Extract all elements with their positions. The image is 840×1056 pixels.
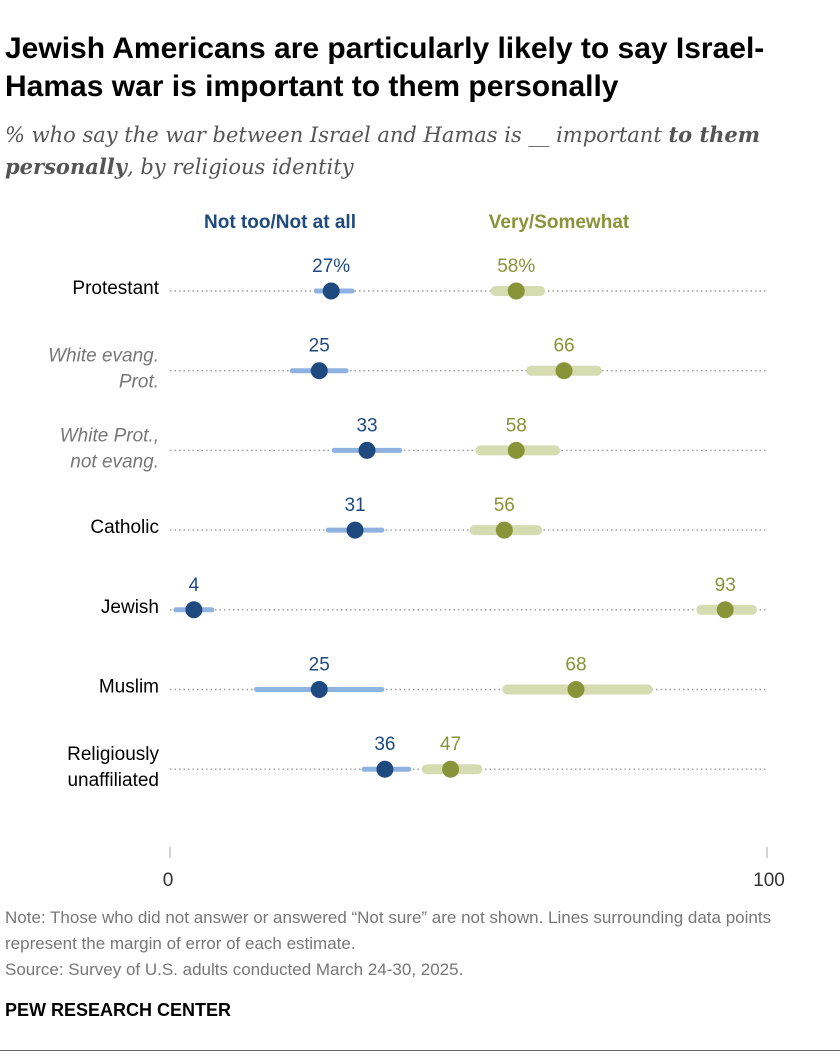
row-label: White Prot., <box>60 425 159 446</box>
not-important-dot <box>310 681 328 698</box>
important-value-label: 56 <box>494 495 515 516</box>
chart-note: Note: Those who did not answer or answer… <box>5 908 772 953</box>
important-value-label: 47 <box>440 734 461 755</box>
row-label: unaffiliated <box>67 770 159 791</box>
row-label: Jewish <box>101 597 159 618</box>
legend-not-important: Not too/Not at all <box>204 212 356 233</box>
important-dot <box>507 282 525 300</box>
important-dot <box>507 441 525 459</box>
not-important-dot <box>376 760 394 778</box>
chart-source: Source: Survey of U.S. adults conducted … <box>5 960 464 979</box>
important-value-label: 68 <box>565 655 586 676</box>
legend-important: Very/Somewhat <box>489 212 630 233</box>
brand-logo-text: PEW RESEARCH CENTER <box>5 1000 232 1020</box>
chart-subtitle: % who say the war between Israel and Ham… <box>5 119 815 183</box>
x-axis-tick-label: 100 <box>753 870 785 891</box>
not-important-value-label: 36 <box>374 734 395 755</box>
not-important-dot <box>322 282 340 300</box>
subtitle-text-end: , by religious identity <box>126 155 354 179</box>
not-important-value-label: 27% <box>312 256 350 277</box>
not-important-value-label: 25 <box>309 655 330 676</box>
important-dot <box>716 601 734 619</box>
bottom-divider <box>0 1050 840 1051</box>
important-dot <box>567 681 585 698</box>
row-label: Prot. <box>119 372 159 393</box>
subtitle-emphasis: to them personally <box>5 122 761 179</box>
not-important-value-label: 33 <box>356 415 377 436</box>
important-value-label: 93 <box>715 575 736 596</box>
row-label: White evang. <box>48 346 159 367</box>
important-value-label: 58 <box>506 415 527 436</box>
not-important-value-label: 4 <box>189 575 200 596</box>
not-important-dot <box>310 362 328 380</box>
not-important-value-label: 25 <box>309 336 330 357</box>
row-label: Muslim <box>99 677 159 698</box>
row-label: Protestant <box>72 278 159 299</box>
important-value-label: 58% <box>497 256 535 277</box>
row-label: not evang. <box>70 451 159 472</box>
row-label: Catholic <box>90 517 159 538</box>
row-label: Religiously <box>67 744 159 765</box>
not-important-dot <box>346 521 364 539</box>
chart-title: Jewish Americans are particularly likely… <box>5 32 765 103</box>
not-important-value-label: 31 <box>344 495 365 516</box>
subtitle-text: % who say the war between Israel and Ham… <box>5 123 669 147</box>
important-dot <box>442 760 460 778</box>
not-important-dot <box>358 441 376 459</box>
dot-plot-chart: Not too/Not at all Very/Somewhat Protestan… <box>48 212 785 891</box>
x-axis-tick-label: 0 <box>163 870 174 891</box>
important-dot <box>495 521 513 539</box>
not-important-dot <box>185 601 203 619</box>
important-dot <box>555 362 573 380</box>
important-value-label: 66 <box>553 336 574 357</box>
